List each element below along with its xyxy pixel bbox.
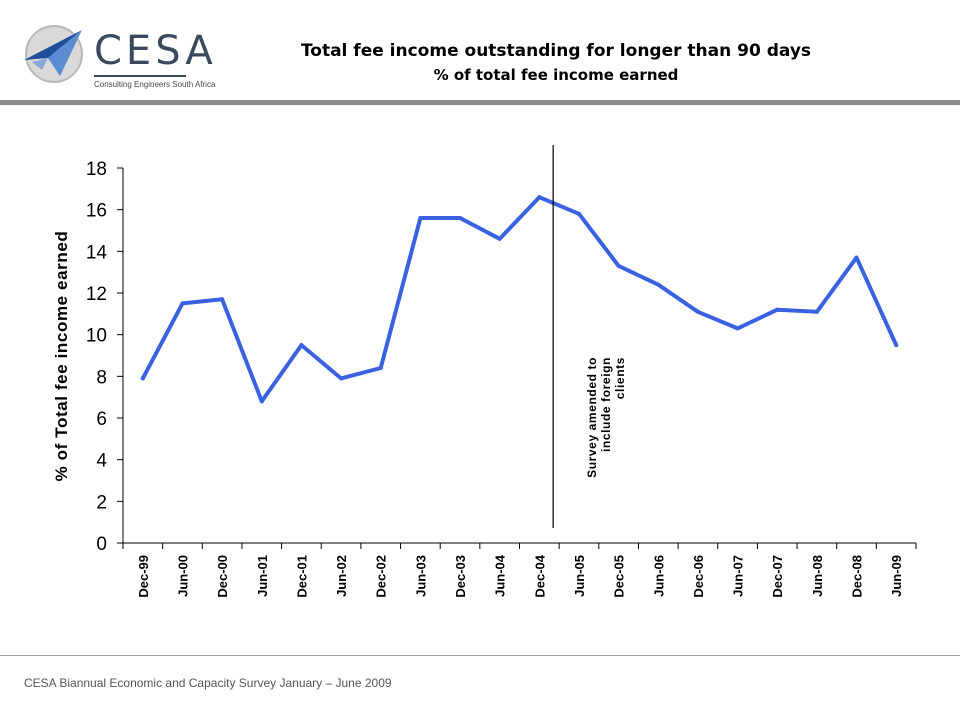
y-tick-label: 16 [86,201,107,222]
x-tick-label: Dec-03 [453,555,468,598]
annotation-text: clients [613,357,627,399]
logo-wordmark: CESA [94,28,217,74]
data-point [695,309,700,314]
y-tick-label: 14 [86,242,108,263]
x-tick-label: Dec-99 [136,555,151,598]
annotation-text: Survey amended to [585,357,599,478]
x-tick-label: Jun-04 [493,554,508,597]
data-point [735,326,740,331]
chart-title: Total fee income outstanding for longer … [300,41,812,61]
logo-tagline: Consulting Engineers South Africa [94,80,216,89]
x-tick-label: Jun-05 [572,555,587,597]
data-point [656,282,661,287]
y-tick-label: 2 [96,492,107,513]
y-tick-label: 4 [96,451,107,472]
data-point [378,366,383,370]
x-tick-label: Jun-09 [889,555,904,597]
data-point [220,297,225,302]
x-tick-label: Jun-00 [175,555,190,597]
data-point [339,376,344,381]
x-tick-label: Dec-08 [850,555,865,598]
y-tick-label: 6 [96,409,107,430]
y-tick-label: 18 [86,159,107,180]
x-tick-label: Dec-01 [294,555,309,598]
data-point [180,301,185,306]
footer-text: CESA Biannual Economic and Capacity Surv… [24,676,392,690]
x-tick-label: Dec-00 [215,555,230,598]
cesa-logo: CESA Consulting Engineers South Africa [18,20,215,94]
x-tick-label: Jun-07 [731,555,746,597]
data-point [814,309,819,314]
data-point [497,236,502,241]
data-point [616,263,621,268]
chart-subtitle: % of total fee income earned [433,66,679,84]
x-tick-label: Dec-07 [770,555,785,598]
data-point [458,216,463,220]
header-divider [0,100,960,105]
x-tick-label: Jun-02 [334,555,349,597]
y-axis-title: % of Total fee income earned [52,231,71,482]
x-tick-label: Dec-06 [691,555,706,598]
data-point [299,343,304,348]
annotation-text: include foreign [599,357,613,452]
x-tick-label: Dec-04 [532,554,547,597]
data-point [418,216,423,220]
x-tick-label: Dec-02 [374,555,389,598]
data-point [775,307,780,312]
data-point [854,255,859,260]
x-tick-label: Jun-01 [255,555,270,597]
y-tick-label: 12 [86,284,107,305]
cesa-emblem-icon [24,25,83,83]
x-tick-label: Jun-03 [413,555,428,597]
series-line [140,195,899,404]
logo-divider [94,75,186,77]
data-point [537,195,542,200]
data-point [894,343,899,348]
x-tick-label: Dec-05 [612,555,627,598]
data-point [140,376,145,381]
y-tick-label: 0 [96,534,107,555]
footer-divider [0,655,960,656]
data-point [576,211,581,216]
line-chart: 0 2 4 6 8 10 12 14 16 18 Dec-99 Jun-00 Dec-00 Jun-01 D… [52,145,917,598]
y-tick-label: 8 [96,367,107,388]
x-tick-label: Jun-08 [810,555,825,597]
y-tick-label: 10 [86,326,107,347]
x-tick-label: Jun-06 [651,555,666,597]
data-point [259,399,264,404]
